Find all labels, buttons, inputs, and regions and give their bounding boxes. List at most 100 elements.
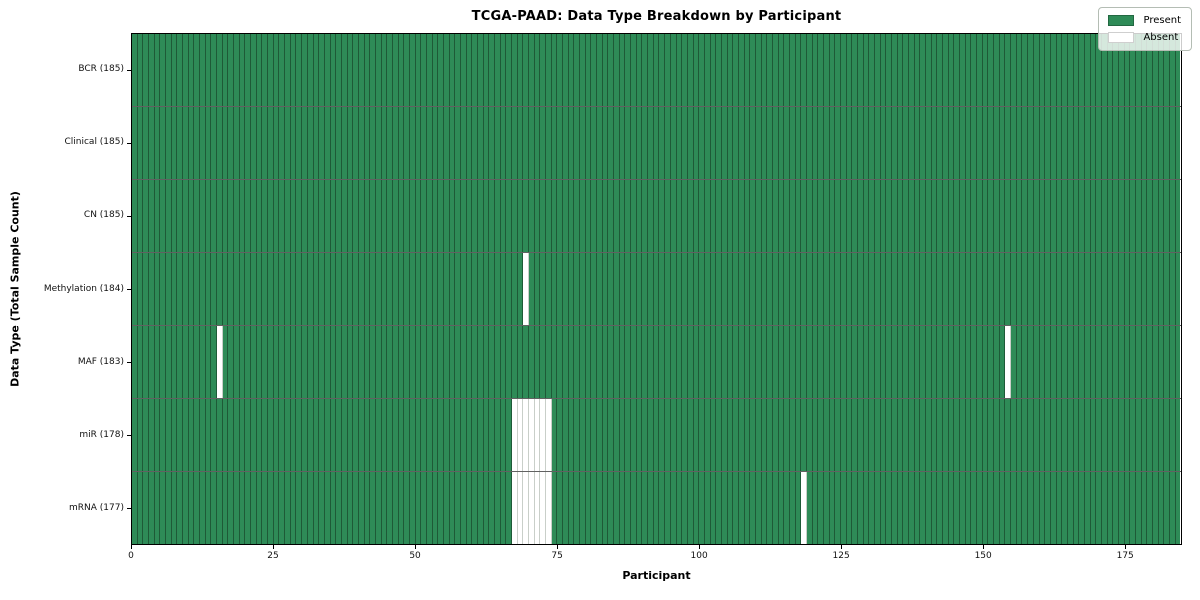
heatmap-cell-present bbox=[863, 253, 870, 325]
heatmap-cell-absent bbox=[217, 326, 223, 398]
heatmap-cell-present bbox=[982, 472, 989, 544]
heatmap-cell-present bbox=[251, 472, 257, 544]
heatmap-cell-present bbox=[279, 253, 286, 325]
heatmap-cell-present bbox=[415, 107, 422, 179]
heatmap-cell-present bbox=[761, 326, 768, 398]
heatmap-cell-present bbox=[608, 107, 615, 179]
heatmap-cell-present bbox=[1124, 326, 1131, 398]
heatmap-plot-area bbox=[131, 33, 1182, 545]
heatmap-cell-present bbox=[347, 253, 354, 325]
heatmap-cell-present bbox=[733, 326, 739, 398]
heatmap-cell-present bbox=[818, 253, 824, 325]
heatmap-cell-present bbox=[568, 107, 575, 179]
heatmap-cell-present bbox=[1045, 107, 1051, 179]
heatmap-cell-present bbox=[330, 326, 337, 398]
heatmap-cell-present bbox=[903, 326, 910, 398]
heatmap-cell-present bbox=[716, 180, 722, 252]
heatmap-cell-present bbox=[177, 472, 184, 544]
heatmap-cell-present bbox=[608, 253, 615, 325]
heatmap-cell-present bbox=[653, 107, 660, 179]
heatmap-cell-present bbox=[251, 326, 257, 398]
heatmap-cell-present bbox=[353, 399, 359, 471]
heatmap-cell-present bbox=[1045, 326, 1051, 398]
heatmap-cell-present bbox=[245, 326, 252, 398]
heatmap-cell-present bbox=[687, 253, 694, 325]
heatmap-cell-present bbox=[1016, 326, 1023, 398]
heatmap-cell-present bbox=[319, 472, 325, 544]
heatmap-cell-present bbox=[387, 472, 393, 544]
heatmap-cell-present bbox=[710, 472, 717, 544]
heatmap-cell-present bbox=[1124, 399, 1131, 471]
heatmap-cell-present bbox=[387, 326, 393, 398]
heatmap-cell-present bbox=[619, 472, 626, 544]
heatmap-cell-present bbox=[517, 180, 524, 252]
heatmap-cell-present bbox=[733, 472, 739, 544]
heatmap-cell-absent bbox=[512, 399, 518, 471]
heatmap-cell-present bbox=[143, 34, 150, 106]
heatmap-cell-present bbox=[279, 107, 286, 179]
heatmap-cell-present bbox=[472, 399, 478, 471]
heatmap-cell-present bbox=[738, 107, 745, 179]
heatmap-cell-present bbox=[1152, 253, 1159, 325]
heatmap-cell-present bbox=[245, 472, 252, 544]
heatmap-cell-present bbox=[1096, 180, 1102, 252]
heatmap-cell-present bbox=[1028, 399, 1034, 471]
heatmap-cell-present bbox=[829, 399, 836, 471]
heatmap-cell-present bbox=[523, 107, 530, 179]
heatmap-cell-present bbox=[568, 472, 575, 544]
heatmap-cell-present bbox=[585, 399, 592, 471]
heatmap-cell-present bbox=[846, 399, 853, 471]
heatmap-cell-present bbox=[483, 253, 490, 325]
heatmap-cell-present bbox=[375, 472, 382, 544]
heatmap-cell-present bbox=[591, 34, 598, 106]
heatmap-cell-present bbox=[568, 326, 575, 398]
heatmap-cell-present bbox=[988, 399, 995, 471]
heatmap-cell-present bbox=[971, 34, 978, 106]
heatmap-cell-present bbox=[477, 326, 484, 398]
heatmap-cell-present bbox=[1147, 472, 1153, 544]
heatmap-cell-present bbox=[398, 180, 405, 252]
heatmap-cell-present bbox=[438, 326, 444, 398]
heatmap-cell-present bbox=[818, 399, 824, 471]
heatmap-cell-present bbox=[840, 107, 847, 179]
heatmap-cell-present bbox=[784, 180, 790, 252]
heatmap-cell-present bbox=[988, 253, 995, 325]
heatmap-cell-absent bbox=[517, 399, 524, 471]
heatmap-cell-present bbox=[330, 107, 337, 179]
heatmap-cell-present bbox=[960, 399, 966, 471]
heatmap-cell-present bbox=[495, 399, 501, 471]
heatmap-cell-present bbox=[324, 326, 331, 398]
heatmap-cell-present bbox=[1033, 399, 1040, 471]
heatmap-cell-present bbox=[863, 180, 870, 252]
heatmap-cell-present bbox=[256, 326, 263, 398]
heatmap-cell-present bbox=[1107, 326, 1114, 398]
heatmap-cell-present bbox=[364, 107, 371, 179]
heatmap-cell-present bbox=[619, 326, 626, 398]
heatmap-cell-present bbox=[580, 107, 586, 179]
heatmap-cell-present bbox=[585, 253, 592, 325]
heatmap-cell-present bbox=[818, 107, 824, 179]
heatmap-cell-present bbox=[778, 107, 785, 179]
heatmap-cell-present bbox=[858, 34, 864, 106]
heatmap-cell-present bbox=[290, 253, 297, 325]
heatmap-cell-present bbox=[1050, 472, 1057, 544]
heatmap-cell-present bbox=[636, 253, 643, 325]
heatmap-cell-present bbox=[892, 34, 898, 106]
heatmap-cell-present bbox=[591, 399, 598, 471]
heatmap-cell-present bbox=[234, 180, 240, 252]
heatmap-cell-present bbox=[886, 472, 893, 544]
heatmap-cell-present bbox=[534, 253, 541, 325]
heatmap-cell-present bbox=[897, 34, 904, 106]
heatmap-cell-present bbox=[653, 326, 660, 398]
heatmap-cell-present bbox=[392, 107, 399, 179]
heatmap-cell-present bbox=[160, 472, 167, 544]
heatmap-cell-present bbox=[801, 326, 807, 398]
heatmap-cell-present bbox=[931, 107, 938, 179]
heatmap-cell-absent bbox=[529, 472, 535, 544]
heatmap-cell-present bbox=[631, 399, 637, 471]
heatmap-cell-present bbox=[778, 253, 785, 325]
heatmap-cell-present bbox=[858, 253, 864, 325]
heatmap-cell-present bbox=[137, 34, 144, 106]
heatmap-cell-present bbox=[449, 253, 456, 325]
heatmap-cell-present bbox=[1135, 326, 1142, 398]
